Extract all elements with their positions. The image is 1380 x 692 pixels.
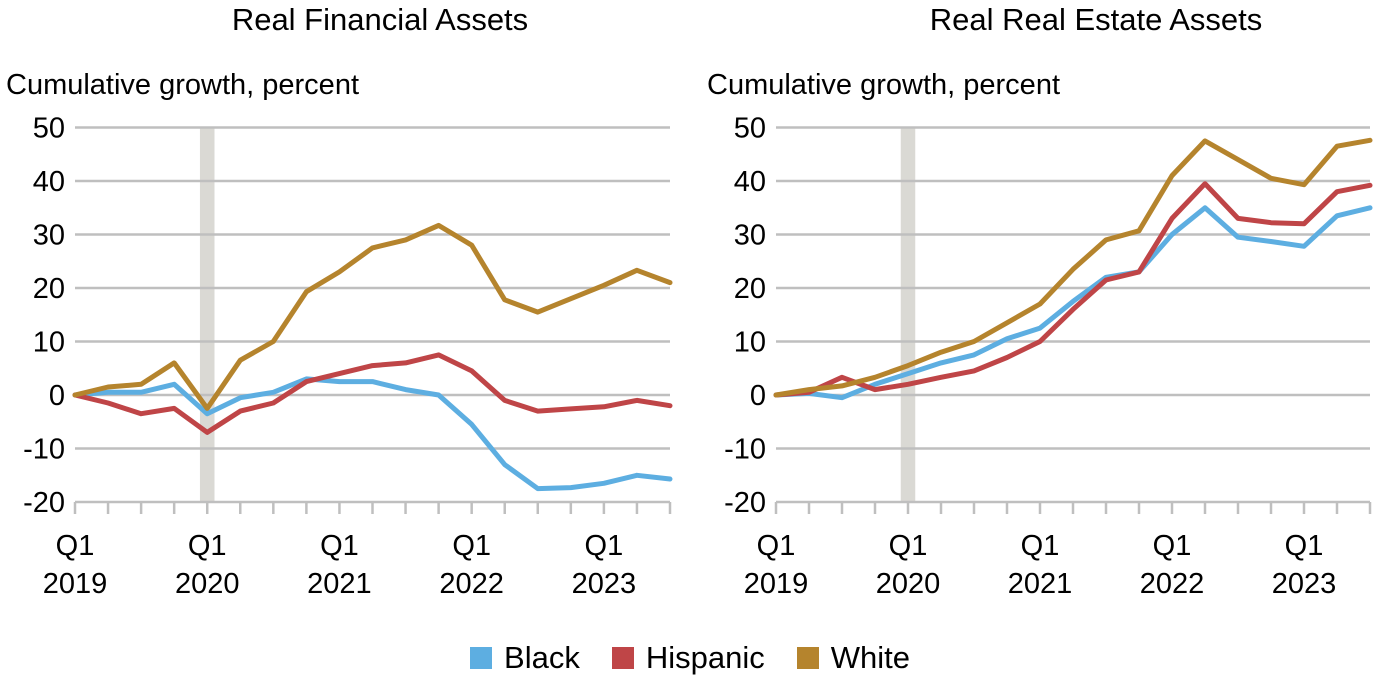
series-line-hispanic: [773, 181, 1373, 398]
x-tick-label-year: 2023: [572, 568, 637, 600]
x-tick-label-quarter: Q1: [585, 530, 624, 562]
y-tick-label: 20: [734, 273, 766, 305]
x-tick-label-quarter: Q1: [188, 530, 227, 562]
y-tick-label: 20: [33, 273, 65, 305]
series-line-hispanic: [72, 352, 673, 435]
x-tick-label-year: 2019: [744, 568, 809, 600]
x-tick-label-quarter: Q1: [56, 530, 95, 562]
x-tick-label-year: 2021: [307, 568, 372, 600]
y-tick-label: -20: [23, 487, 65, 519]
x-tick-label-quarter: Q1: [889, 530, 928, 562]
x-tick-label-year: 2021: [1008, 568, 1073, 600]
x-tick-label-year: 2022: [439, 568, 504, 600]
y-axis-label: Cumulative growth, percent: [707, 69, 1060, 101]
y-tick-label: 30: [734, 220, 766, 252]
x-tick-label-year: 2022: [1140, 568, 1205, 600]
y-tick-label: 10: [734, 327, 766, 359]
y-tick-label: 50: [734, 113, 766, 145]
y-tick-label: 40: [734, 166, 766, 198]
x-tick-label-year: 2020: [876, 568, 941, 600]
recession-shading: [199, 127, 215, 502]
legend: Black Hispanic White: [0, 636, 1380, 680]
chart-title: Real Financial Assets: [232, 2, 528, 37]
y-tick-label: 50: [33, 113, 65, 145]
legend-item-black: Black: [470, 640, 580, 676]
legend-label-white: White: [830, 640, 910, 675]
legend-swatch-white: [796, 647, 819, 669]
x-tick-label-quarter: Q1: [1021, 530, 1060, 562]
legend-swatch-hispanic: [611, 647, 634, 669]
x-tick-label-year: 2023: [1272, 568, 1337, 600]
series-line-black: [72, 376, 673, 492]
x-tick-label-quarter: Q1: [1153, 530, 1192, 562]
y-tick-label: 10: [33, 327, 65, 359]
legend-swatch-black: [470, 647, 493, 669]
y-tick-label: -10: [23, 434, 65, 466]
series-line-white: [773, 137, 1373, 398]
y-tick-label: -10: [724, 434, 766, 466]
series-line-black: [773, 205, 1373, 401]
legend-label-hispanic: Hispanic: [645, 640, 765, 675]
x-tick-label-quarter: Q1: [1285, 530, 1324, 562]
x-tick-label-year: 2020: [175, 568, 240, 600]
x-tick-label-year: 2019: [43, 568, 108, 600]
x-tick-label-quarter: Q1: [452, 530, 491, 562]
y-tick-label: -20: [724, 487, 766, 519]
chart-title: Real Real Estate Assets: [930, 2, 1263, 37]
y-tick-label: 30: [33, 220, 65, 252]
legend-label-black: Black: [504, 640, 580, 675]
x-tick-label-quarter: Q1: [757, 530, 796, 562]
y-axis-label: Cumulative growth, percent: [6, 69, 359, 101]
recession-shading: [900, 127, 916, 502]
legend-item-hispanic: Hispanic: [611, 640, 765, 676]
y-tick-label: 0: [750, 380, 766, 412]
legend-item-white: White: [796, 640, 910, 676]
series-line-white: [72, 222, 673, 411]
y-tick-label: 40: [33, 166, 65, 198]
x-tick-label-quarter: Q1: [320, 530, 359, 562]
y-tick-label: 0: [49, 380, 65, 412]
